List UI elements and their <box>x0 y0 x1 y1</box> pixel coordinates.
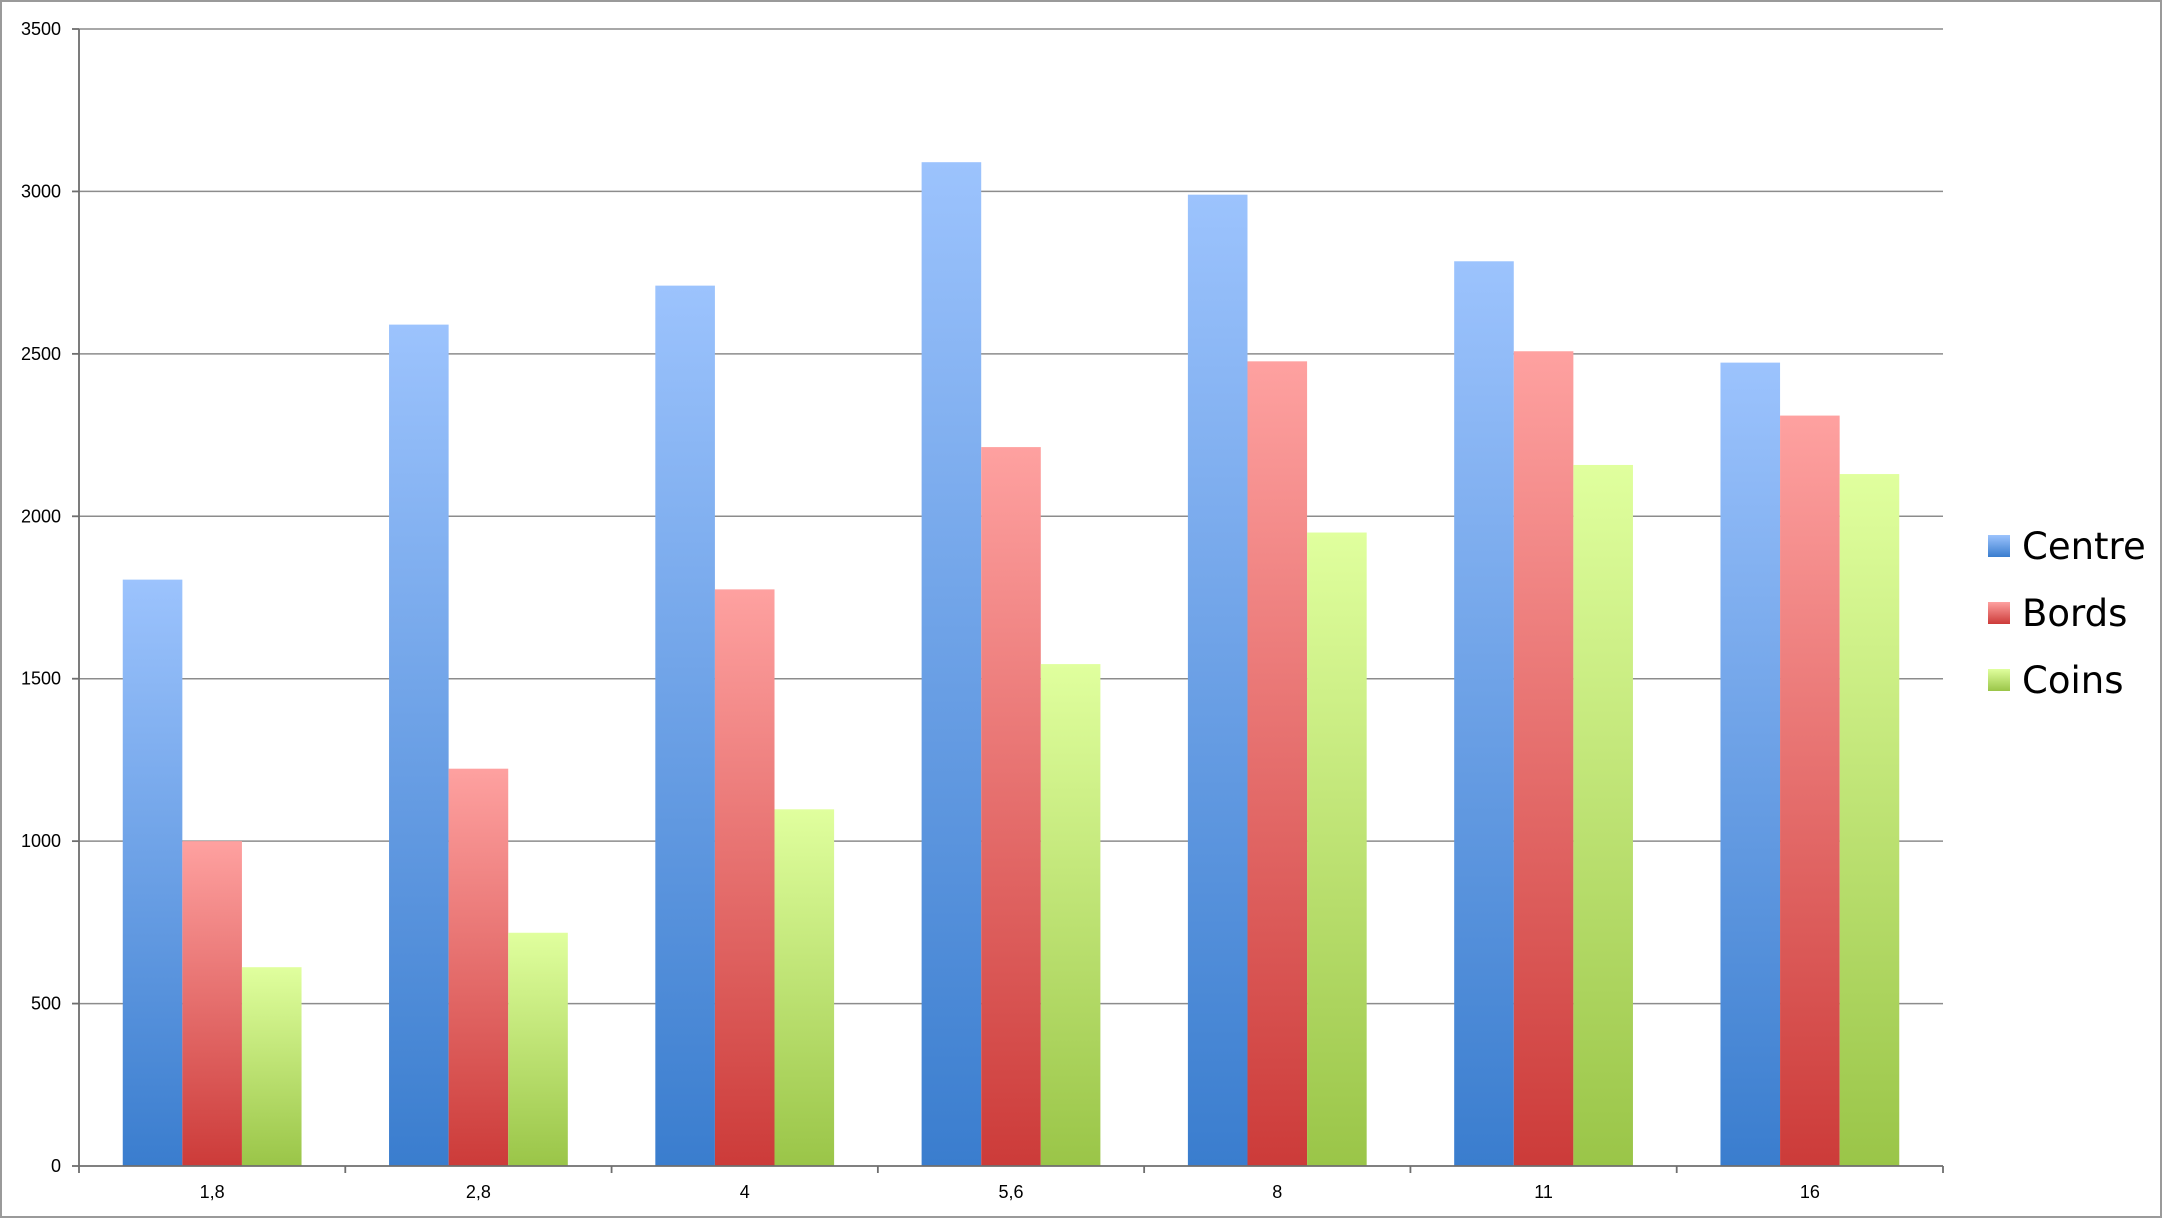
x-tick-label: 16 <box>1800 1182 1820 1202</box>
bar-centre-4 <box>1187 194 1248 1167</box>
x-tick-label: 4 <box>740 1182 750 1202</box>
x-tick-label: 11 <box>1534 1182 1553 1202</box>
legend-label-centre: Centre <box>2022 525 2146 568</box>
bar-bords-4 <box>1247 361 1308 1166</box>
x-tick-label: 8 <box>1272 1182 1282 1202</box>
bar-bords-2 <box>714 589 775 1166</box>
x-tick-label: 5,6 <box>998 1182 1023 1202</box>
y-tick-label: 3000 <box>21 181 61 201</box>
bar-centre-0 <box>122 579 183 1166</box>
y-tick-label: 2500 <box>21 344 61 364</box>
bar-centre-5 <box>1454 261 1514 1167</box>
y-tick-label: 0 <box>51 1156 61 1176</box>
legend: Centre Bords Coins <box>1988 525 2146 702</box>
legend-swatch-centre <box>1988 535 2010 557</box>
bar-coins-3 <box>1040 664 1101 1166</box>
legend-swatch-bords <box>1988 602 2010 624</box>
bar-coins-5 <box>1573 464 1633 1167</box>
legend-label-bords: Bords <box>2022 592 2127 635</box>
bar-centre-6 <box>1720 362 1781 1166</box>
bar-coins-6 <box>1839 474 1900 1166</box>
bar-coins-4 <box>1307 532 1367 1166</box>
bar-bords-6 <box>1780 415 1840 1167</box>
legend-swatch-coins <box>1988 669 2010 691</box>
y-tick-label: 500 <box>31 994 61 1014</box>
legend-label-coins: Coins <box>2022 659 2123 702</box>
y-tick-label: 1000 <box>21 831 61 851</box>
bar-coins-0 <box>241 967 302 1166</box>
bar-centre-2 <box>655 285 715 1166</box>
x-tick-label: 1,8 <box>200 1182 225 1202</box>
x-tick-label: 2,8 <box>466 1182 491 1202</box>
tick-labels: 0 500 1000 1500 2000 2500 3000 3500 1,8 2,8 4 5,6 8 1… <box>21 19 1820 1202</box>
bar-bords-5 <box>1513 351 1574 1166</box>
bars <box>122 162 1900 1167</box>
axes <box>72 28 1944 1173</box>
bar-coins-1 <box>508 932 568 1166</box>
bar-centre-3 <box>921 162 982 1167</box>
bar-bords-1 <box>448 768 509 1166</box>
y-tick-label: 2000 <box>21 506 61 526</box>
bar-centre-1 <box>389 324 449 1166</box>
bar-bords-3 <box>981 447 1041 1166</box>
bar-bords-0 <box>182 841 242 1166</box>
y-tick-label: 3500 <box>21 19 61 39</box>
y-tick-label: 1500 <box>21 669 61 689</box>
bar-coins-2 <box>774 809 835 1166</box>
